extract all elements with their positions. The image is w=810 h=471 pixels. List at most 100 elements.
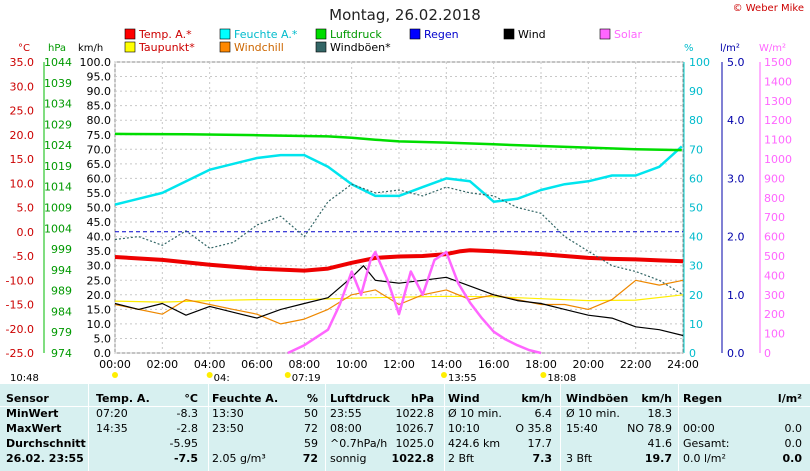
y-tick-percent: 20 [689,289,703,302]
table-cell: 0.0 [782,452,803,465]
y-tick-kmh: 0.0 [94,347,112,360]
legend-label: Taupunkt* [138,41,195,54]
x-tick-label: 18:00 [525,358,557,371]
y-tick-kmh: 50.0 [87,202,112,215]
table-cell: 59 [304,437,318,450]
sun-marker [440,372,447,378]
axis-unit-hpa: hPa [48,43,66,54]
table-cell: 2 Bft [448,452,475,465]
x-tick-label: 02:00 [146,358,178,371]
table-header-cell: °C [184,392,198,405]
table-column-divider [678,384,679,471]
table-cell: 0.0 [784,437,803,450]
table-header-cell: l/m² [777,392,802,405]
time-marker-label: 10:48 [10,373,39,384]
table-cell: -5.95 [169,437,198,450]
y-tick-solar: 1200 [764,114,792,127]
table-header-cell: Sensor [6,392,49,405]
sun-marker [540,372,547,378]
legend-label: Regen [424,28,459,41]
table-cell: O 35.8 [515,422,552,435]
table-header-cell: hPa [410,392,434,405]
y-tick-kmh: 80.0 [87,114,112,127]
table-column-divider [444,384,445,471]
y-tick-solar: 100 [764,328,785,341]
table-cell: 08:00 [330,422,362,435]
x-tick-label: 14:00 [430,358,462,371]
table-cell: 00:00 [683,422,715,435]
y-tick-percent: 30 [689,260,703,273]
y-tick-percent: 70 [689,143,703,156]
legend-label: Solar [614,28,643,41]
table-cell: -7.5 [173,452,198,465]
axis-unit-solar: W/m² [759,43,786,54]
y-tick-percent: 80 [689,114,703,127]
time-marker-label: 07:19 [292,373,321,384]
table-cell: 23:50 [212,422,244,435]
y-tick-solar: 700 [764,211,785,224]
series-line [114,294,684,303]
y-tick-rain: 5.0 [727,56,745,69]
table-cell: 1025.0 [395,437,435,450]
table-row-label: MinWert [6,407,59,420]
y-tick-solar: 600 [764,231,785,244]
y-tick-hpa: 1039 [44,77,72,90]
y-tick-rain: 0.0 [727,347,745,360]
legend-swatch [219,41,231,53]
y-tick-kmh: 100.0 [80,56,112,69]
x-tick-label: 04:00 [194,358,226,371]
table-header-cell: Windböen [566,392,629,405]
table-header-cell: Regen [683,392,723,405]
legend-label: Windböen* [330,41,391,54]
y-tick-hpa: 999 [51,243,72,256]
y-tick-solar: 500 [764,250,785,263]
y-tick-kmh: 5.0 [94,332,112,345]
table-cell: Gesamt: [683,437,730,450]
y-tick-kmh: 75.0 [87,129,112,142]
y-tick-solar: 1100 [764,134,792,147]
y-tick-solar: 1400 [764,75,792,88]
y-tick-temp: 30.0 [10,80,35,93]
y-tick-temp: 10.0 [10,177,35,190]
y-tick-temp: -10.0 [6,274,34,287]
table-cell: NO 78.9 [627,422,672,435]
table-cell: 19.7 [644,452,672,465]
y-tick-kmh: 25.0 [87,274,112,287]
table-cell: 6.4 [534,407,553,420]
y-tick-kmh: 55.0 [87,187,112,200]
table-cell: 72 [304,422,318,435]
x-tick-label: 16:00 [478,358,510,371]
y-tick-hpa: 974 [51,347,72,360]
table-column-divider [208,384,209,471]
table-cell: 23:55 [330,407,362,420]
table-header-cell: km/h [521,392,552,405]
y-tick-kmh: 70.0 [87,143,112,156]
axis-unit-temp: °C [18,43,30,54]
table-header-cell: Temp. A. [96,392,150,405]
table-cell: 14:35 [96,422,128,435]
x-tick-label: 00:00 [99,358,131,371]
table-cell: Ø 10 min. [566,407,620,420]
x-tick-label: 08:00 [288,358,320,371]
table-cell: 13:30 [212,407,244,420]
x-tick-label: 24:00 [667,358,699,371]
table-column-divider [88,384,89,471]
y-tick-kmh: 20.0 [87,289,112,302]
chart-title: Montag, 26.02.2018 [329,6,481,24]
y-tick-percent: 0 [689,347,696,360]
y-tick-rain: 2.0 [727,231,745,244]
y-tick-percent: 90 [689,85,703,98]
y-tick-solar: 200 [764,308,785,321]
table-cell: 17.7 [527,437,553,450]
table-row-label: MaxWert [6,422,62,435]
axis-unit-rain: l/m² [720,43,740,54]
y-tick-hpa: 1004 [44,222,72,235]
y-tick-percent: 100 [689,56,710,69]
y-tick-hpa: 1034 [44,98,72,111]
table-cell: 2.05 g/m³ [212,452,266,465]
y-tick-hpa: 979 [51,326,72,339]
y-tick-kmh: 85.0 [87,100,112,113]
table-cell: 15:40 [566,422,598,435]
y-tick-hpa: 994 [51,264,72,277]
table-header-cell: Luftdruck [330,392,390,405]
